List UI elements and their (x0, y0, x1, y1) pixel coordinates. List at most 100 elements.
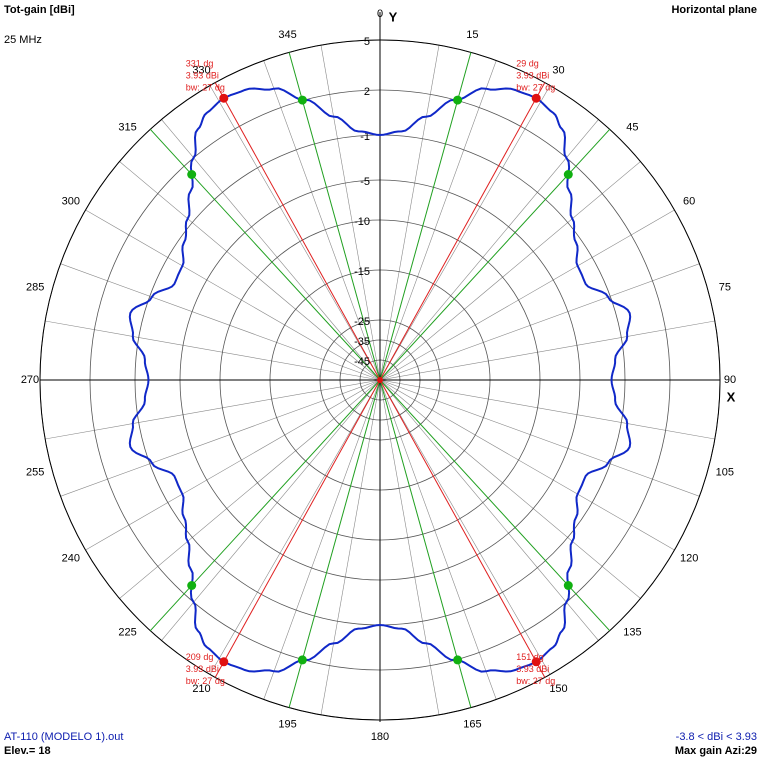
max-gain-label: Max gain Azi:29 (674, 745, 757, 757)
radial-tick-label: -1 (360, 131, 370, 143)
grid-spoke (379, 379, 700, 497)
grid-spoke (379, 60, 497, 381)
grid-spoke (320, 379, 381, 715)
bw-line (379, 128, 611, 381)
angle-tick-label: 105 (716, 466, 734, 478)
grid-spoke (379, 320, 715, 381)
plane-label: Horizontal plane (671, 4, 757, 16)
angle-tick-label: 135 (623, 626, 641, 638)
bw-marker (563, 170, 573, 179)
grid-spoke (60, 379, 381, 497)
max-direction-line (214, 82, 381, 381)
grid-spoke (379, 379, 641, 599)
radial-tick-label: -10 (354, 216, 370, 228)
radial-tick-label: -15 (354, 266, 370, 278)
radial-tick-label: -5 (360, 176, 370, 188)
bw-line (379, 379, 472, 708)
gain-range-label: -3.8 < dBi < 3.93 (675, 731, 757, 743)
bw-line (288, 379, 381, 708)
bw-line (149, 379, 381, 632)
angle-tick-label: 15 (466, 29, 478, 41)
x-axis-label: X (727, 389, 736, 404)
grid-spoke (263, 379, 381, 700)
grid-spoke (379, 119, 599, 381)
grid-spoke (379, 379, 715, 440)
grid-spoke (379, 379, 599, 641)
max-gain-label: 3.93 dBi (186, 664, 219, 674)
max-marker (531, 657, 541, 667)
bw-marker (453, 655, 463, 665)
bw-line (288, 52, 381, 381)
angle-tick-label: 345 (278, 29, 296, 41)
radial-tick-label: -35 (354, 336, 370, 348)
grid-spoke (161, 119, 381, 381)
max-angle-label: 151 dg (516, 652, 544, 662)
grid-spoke (45, 379, 381, 440)
angle-tick-label: 270 (21, 374, 39, 386)
max-bw-label: bw: 27 dg (186, 83, 225, 93)
grid-spoke (209, 85, 381, 381)
max-direction-line (379, 379, 546, 678)
grid-spoke (119, 161, 381, 381)
max-marker (219, 93, 229, 103)
bw-marker (563, 581, 573, 590)
grid-spoke (320, 45, 381, 381)
angle-tick-label: 180 (371, 731, 389, 743)
radial-tick-label: -45 (354, 356, 370, 368)
grid-spoke (119, 379, 381, 599)
grid-spoke (209, 379, 381, 675)
grid-spoke (85, 209, 381, 381)
max-bw-label: bw: 27 dg (516, 83, 555, 93)
grid-spoke (379, 85, 551, 381)
bw-marker (187, 170, 197, 179)
grid-spoke (379, 161, 641, 381)
radial-tick-label: 5 (364, 36, 370, 48)
grid-spoke (85, 379, 381, 551)
angle-tick-label: 0 (377, 8, 383, 20)
angle-tick-label: 90 (724, 374, 736, 386)
grid-spoke (379, 209, 675, 381)
angle-tick-label: 45 (626, 121, 638, 133)
grid-spoke (60, 263, 381, 381)
max-marker (219, 657, 229, 667)
angle-tick-label: 165 (463, 719, 481, 731)
y-axis-label: Y (389, 9, 398, 24)
bw-marker (297, 95, 307, 105)
angle-tick-label: 330 (192, 65, 210, 77)
bw-marker (297, 655, 307, 665)
grid-spoke (379, 379, 675, 551)
series-curve (128, 87, 632, 673)
angle-tick-label: 210 (192, 683, 210, 695)
angle-tick-label: 240 (62, 552, 80, 564)
max-gain-label: 3.93 dBi (516, 664, 549, 674)
bw-marker (453, 95, 463, 105)
max-bw-label: bw: 27 dg (516, 676, 555, 686)
radial-tick-label: 2 (364, 86, 370, 98)
max-angle-label: 209 dg (186, 652, 214, 662)
chart-title: Tot-gain [dBi] (4, 4, 75, 16)
grid-spoke (263, 60, 381, 381)
max-angle-label: 331 dg (186, 59, 214, 69)
bw-line (379, 379, 611, 632)
center-marker (377, 377, 383, 383)
angle-tick-label: 300 (62, 195, 80, 207)
grid-spoke (379, 379, 440, 715)
angle-tick-label: 255 (26, 466, 44, 478)
grid-spoke (161, 379, 381, 641)
grid-spoke (379, 379, 497, 700)
angle-tick-label: 150 (549, 683, 567, 695)
grid-spoke (379, 263, 700, 381)
grid-spoke (45, 320, 381, 381)
max-gain-label: 3.93 dBi (516, 71, 549, 81)
grid-spoke (379, 45, 440, 381)
angle-tick-label: 285 (26, 282, 44, 294)
angle-tick-label: 195 (278, 719, 296, 731)
elevation-label: Elev.= 18 (4, 745, 51, 757)
bw-marker (187, 581, 197, 590)
max-direction-line (379, 82, 546, 381)
grid-spoke (379, 379, 551, 675)
file-name-label: AT-110 (MODELO 1).out (4, 731, 124, 743)
angle-tick-label: 60 (683, 195, 695, 207)
max-angle-label: 29 dg (516, 59, 539, 69)
